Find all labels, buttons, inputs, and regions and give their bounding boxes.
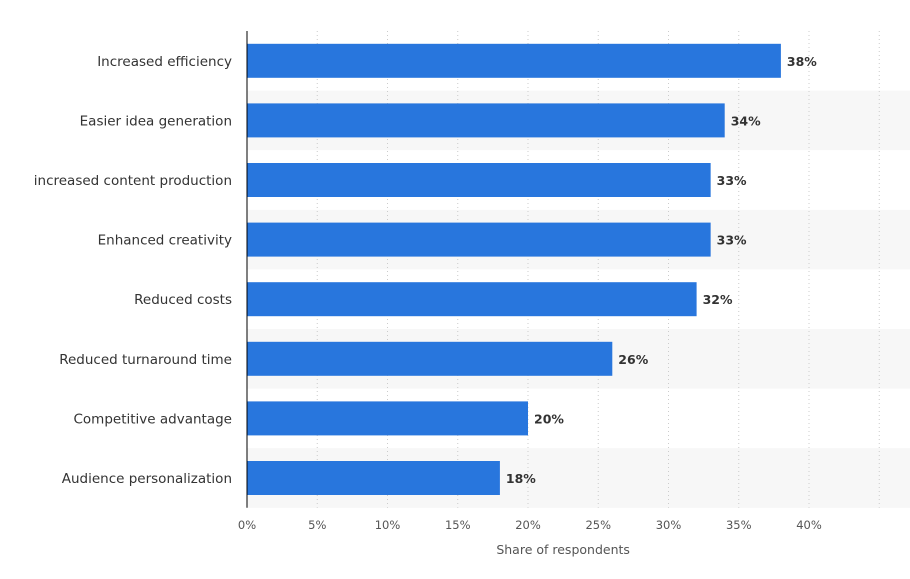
value-label: 33%	[717, 233, 747, 248]
x-tick-label: 5%	[308, 518, 326, 532]
bar	[247, 43, 781, 78]
category-label: increased content production	[34, 173, 232, 189]
bar	[247, 222, 711, 257]
category-label: Reduced costs	[134, 292, 232, 308]
value-label: 33%	[717, 173, 747, 188]
x-tick-label: 40%	[796, 518, 822, 532]
bar	[247, 163, 711, 197]
category-label: Audience personalization	[62, 471, 232, 487]
x-axis-title: Share of respondents	[496, 542, 630, 557]
x-tick-label: 0%	[238, 518, 256, 532]
category-label: Increased efficiency	[97, 54, 232, 70]
bar	[247, 401, 528, 436]
category-label: Reduced turnaround time	[59, 352, 232, 368]
category-labels: Increased efficiency Easier idea generati…	[34, 54, 232, 487]
x-tick-label: 15%	[445, 518, 471, 532]
x-tick-label: 10%	[375, 518, 401, 532]
category-label: Easier idea generation	[80, 113, 232, 129]
x-tick-labels: 0% 5% 10% 15% 20% 25% 30% 35% 40%	[238, 518, 822, 532]
category-label: Enhanced creativity	[98, 233, 232, 249]
value-label: 32%	[703, 292, 733, 307]
bar	[247, 341, 613, 376]
bar	[247, 461, 500, 495]
bar	[247, 282, 697, 317]
value-label: 34%	[731, 113, 761, 128]
x-tick-label: 20%	[515, 518, 541, 532]
x-tick-label: 35%	[726, 518, 752, 532]
value-label: 26%	[618, 352, 648, 367]
bars	[247, 43, 781, 495]
x-tick-label: 30%	[656, 518, 682, 532]
value-label: 38%	[787, 54, 817, 69]
bar	[247, 103, 725, 138]
value-labels: 38% 34% 33% 33% 32% 26% 20% 18%	[506, 54, 817, 486]
x-tick-label: 25%	[585, 518, 611, 532]
value-label: 18%	[506, 471, 536, 486]
value-label: 20%	[534, 411, 564, 426]
category-label: Competitive advantage	[74, 411, 233, 427]
